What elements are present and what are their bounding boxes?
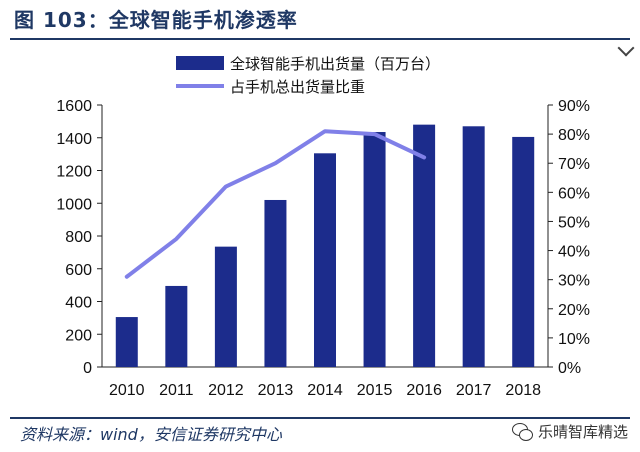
right-tick-label: 70% [558, 156, 590, 173]
footer-divider [10, 417, 630, 419]
x-tick-label: 2018 [505, 382, 541, 399]
right-tick-label: 60% [558, 185, 590, 202]
bar [462, 126, 485, 367]
bar [115, 317, 138, 367]
legend-line-label: 占手机总出货量比重 [230, 79, 365, 96]
line-point [373, 132, 377, 136]
left-tick-label: 800 [65, 229, 92, 246]
x-tick-label: 2012 [208, 382, 244, 399]
wechat-icon [511, 422, 534, 441]
left-tick-label: 1200 [56, 164, 92, 181]
right-tick-label: 50% [558, 214, 590, 231]
watermark: 乐晴智库精选 [511, 421, 628, 442]
x-tick-label: 2016 [406, 382, 442, 399]
x-tick-label: 2014 [307, 382, 343, 399]
line-point [323, 129, 327, 133]
x-tick-label: 2010 [109, 382, 145, 399]
left-tick-label: 200 [65, 327, 92, 344]
left-tick-label: 1600 [56, 98, 92, 115]
line-point [422, 155, 426, 159]
chart-title: 图 103：全球智能手机渗透率 [14, 8, 298, 32]
x-tick-label: 2011 [159, 382, 194, 399]
left-tick-label: 1400 [56, 131, 92, 148]
right-tick-label: 80% [558, 127, 590, 144]
left-tick-label: 600 [65, 262, 92, 279]
bar [264, 199, 287, 367]
watermark-label: 乐晴智库精选 [537, 423, 628, 441]
left-tick-label: 400 [65, 295, 92, 312]
right-tick-label: 0% [558, 360, 581, 377]
bar [413, 124, 436, 368]
legend-bar-swatch [176, 56, 224, 70]
right-tick-label: 10% [558, 331, 590, 348]
right-tick-label: 30% [558, 273, 590, 290]
line-point [224, 185, 228, 189]
legend-bar-label: 全球智能手机出货量（百万台） [230, 55, 440, 73]
source-note: 资料来源：wind，安信证券研究中心 [20, 425, 282, 444]
left-tick-label: 0 [83, 360, 92, 377]
right-tick-label: 20% [558, 302, 590, 319]
bar [363, 132, 386, 367]
bar [314, 153, 336, 367]
line-point [174, 237, 178, 241]
x-tick-label: 2013 [258, 382, 294, 399]
bar [214, 246, 237, 367]
line-point [125, 275, 129, 279]
right-tick-label: 90% [558, 98, 590, 115]
x-tick-label: 2017 [456, 382, 492, 399]
right-tick-label: 40% [558, 244, 590, 261]
title-divider [10, 38, 630, 40]
left-tick-label: 1000 [56, 196, 92, 213]
bar [165, 285, 188, 367]
line-point [273, 161, 277, 165]
x-tick-label: 2015 [357, 382, 393, 399]
bar [512, 136, 535, 367]
